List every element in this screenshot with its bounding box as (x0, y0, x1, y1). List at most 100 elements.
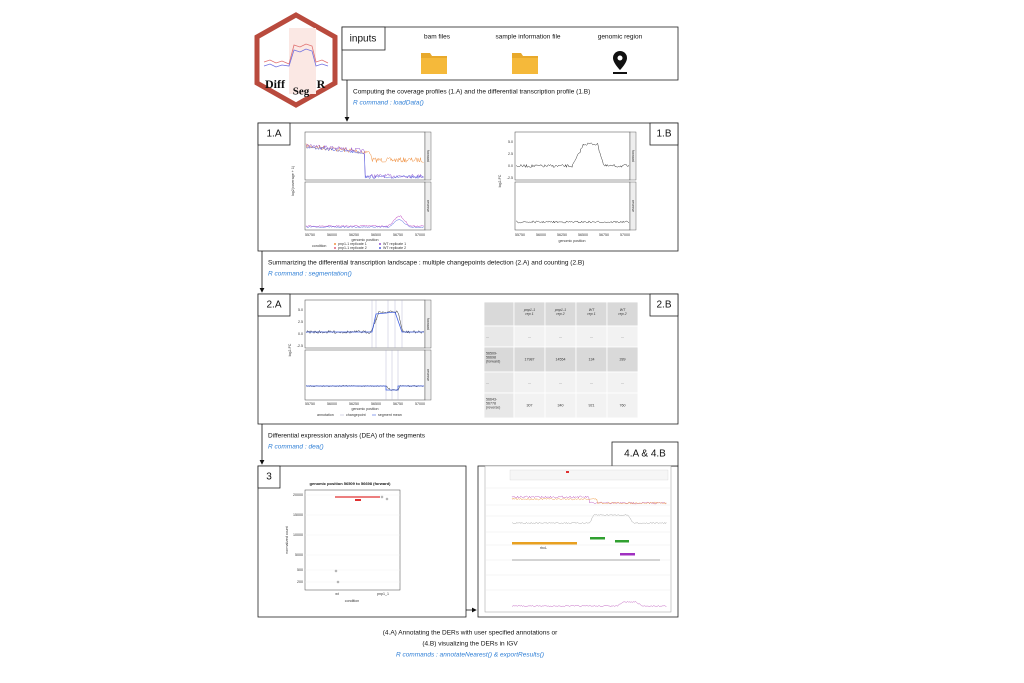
igv-gene-label: rbcL (540, 546, 547, 550)
x-tick-label: 55750 (305, 233, 315, 237)
table-text: ... (621, 334, 624, 338)
x-tick-label: 56000 (536, 233, 546, 237)
step-description: Computing the coverage profiles (1.A) an… (353, 89, 590, 96)
input-item: genomic region (598, 34, 643, 41)
x-tick-label: 56750 (393, 402, 403, 406)
igv-locus (566, 471, 569, 473)
x-tick-label: 56250 (349, 402, 359, 406)
plot-area (304, 181, 426, 231)
y-axis-label: log2-FC (288, 343, 292, 356)
x-tick-label: 57000 (415, 402, 425, 406)
x-tick-label: 56250 (349, 233, 359, 237)
strip (424, 299, 432, 349)
igv-feature (590, 537, 605, 540)
legend-title: condition (312, 244, 326, 248)
panel-label: 3 (266, 472, 272, 483)
y-tick-label: 5.0 (508, 140, 513, 144)
table-text: 56509-56698 (forward) (486, 351, 500, 363)
y-tick-label: 0.0 (298, 332, 303, 336)
strip-label: forward (426, 318, 430, 330)
inputs-title: inputs (350, 34, 377, 45)
profile-line (305, 219, 424, 229)
table-text: pnp1-1 rep 1 (523, 308, 535, 316)
y-tick-label: 2.5 (298, 320, 303, 324)
x-tick-label: 56750 (599, 233, 609, 237)
point (385, 497, 389, 501)
x-axis-label: genomic position (352, 407, 379, 411)
strip-label: forward (631, 150, 635, 162)
x-tick-label: 56500 (371, 233, 381, 237)
panel-label: 2.B (656, 300, 671, 311)
legend-marker (379, 247, 381, 249)
panel-label-box (257, 293, 291, 317)
legend-marker (334, 243, 336, 245)
profile-line (511, 513, 667, 525)
y-tick-label: 500 (297, 568, 303, 572)
x-axis-label: condition (345, 599, 359, 603)
y-tick-label: 10000 (293, 533, 303, 537)
strip-label: forward (426, 150, 430, 162)
igv-ruler (509, 469, 669, 481)
legend-marker (379, 243, 381, 245)
y-tick-label: -2.5 (297, 344, 303, 348)
strip (424, 349, 432, 401)
y-tick-label: 15000 (293, 513, 303, 517)
plot-area (514, 131, 631, 181)
igv-feature (620, 553, 635, 556)
table-text: ... (528, 334, 531, 338)
legend-label: segment mean (378, 413, 402, 417)
legend-label: WT replicate 1 (383, 242, 406, 246)
table-text: 17987 (525, 357, 535, 361)
folder-icon (421, 53, 447, 74)
panel-label-box (649, 122, 679, 146)
table-text: ... (528, 380, 531, 384)
plot-area (304, 489, 401, 591)
x-tick-label: 56500 (371, 402, 381, 406)
step-command: R command : loadData() (353, 100, 424, 107)
strip (629, 181, 637, 231)
plot-area (304, 349, 426, 401)
table-text: 14554 (556, 357, 566, 361)
x-axis-label: genomic position (352, 238, 379, 242)
table-cell (544, 301, 577, 327)
y-tick-label: 5.0 (298, 308, 303, 312)
logo-text: Seg (293, 86, 310, 98)
table-text: ... (559, 380, 562, 384)
location-icon (613, 51, 627, 74)
panel-label-box (649, 293, 679, 317)
y-axis-label: normalized count (285, 526, 289, 553)
igv-feature (615, 540, 629, 543)
y-tick-label: 2.5 (508, 152, 513, 156)
table-cell (575, 392, 608, 419)
table-cell (483, 301, 515, 327)
table-text: 921 (589, 403, 595, 407)
step-description: (4.A) Annotating the DERs with user spec… (383, 630, 558, 637)
table-text: ... (590, 380, 593, 384)
table-text: ... (559, 334, 562, 338)
table-text: 760 (620, 403, 626, 407)
table-text: ... (486, 380, 489, 384)
strip (629, 131, 637, 181)
segment-mean (306, 311, 424, 333)
legend-label: WT replicate 2 (383, 246, 406, 250)
step-description: (4.B) visualizing the DERs in IGV (422, 641, 518, 648)
strip-label: reverse (426, 200, 430, 212)
y-axis-label: log2-FC (498, 174, 502, 187)
inputs-label-box (341, 26, 386, 51)
step-description: Summarizing the differential transcripti… (268, 260, 584, 267)
table-text: ... (486, 334, 489, 338)
x-tick-label: 55750 (515, 233, 525, 237)
plot-area (304, 299, 426, 349)
panel-label-box (257, 465, 281, 489)
segment-mean (306, 385, 424, 391)
table-text: 289 (620, 357, 626, 361)
igv-frame (484, 465, 672, 613)
logo: Diff Seg R (254, 12, 338, 108)
legend-marker (334, 247, 336, 249)
x-tick-label: pnp1_1 (377, 592, 389, 596)
table-text: 340 (558, 403, 564, 407)
y-tick-label: -2.5 (507, 176, 513, 180)
plot-title: genomic position 56509 to 56698 (forward… (310, 481, 392, 486)
step-command: R commands : annotateNearest() & exportR… (396, 652, 544, 659)
